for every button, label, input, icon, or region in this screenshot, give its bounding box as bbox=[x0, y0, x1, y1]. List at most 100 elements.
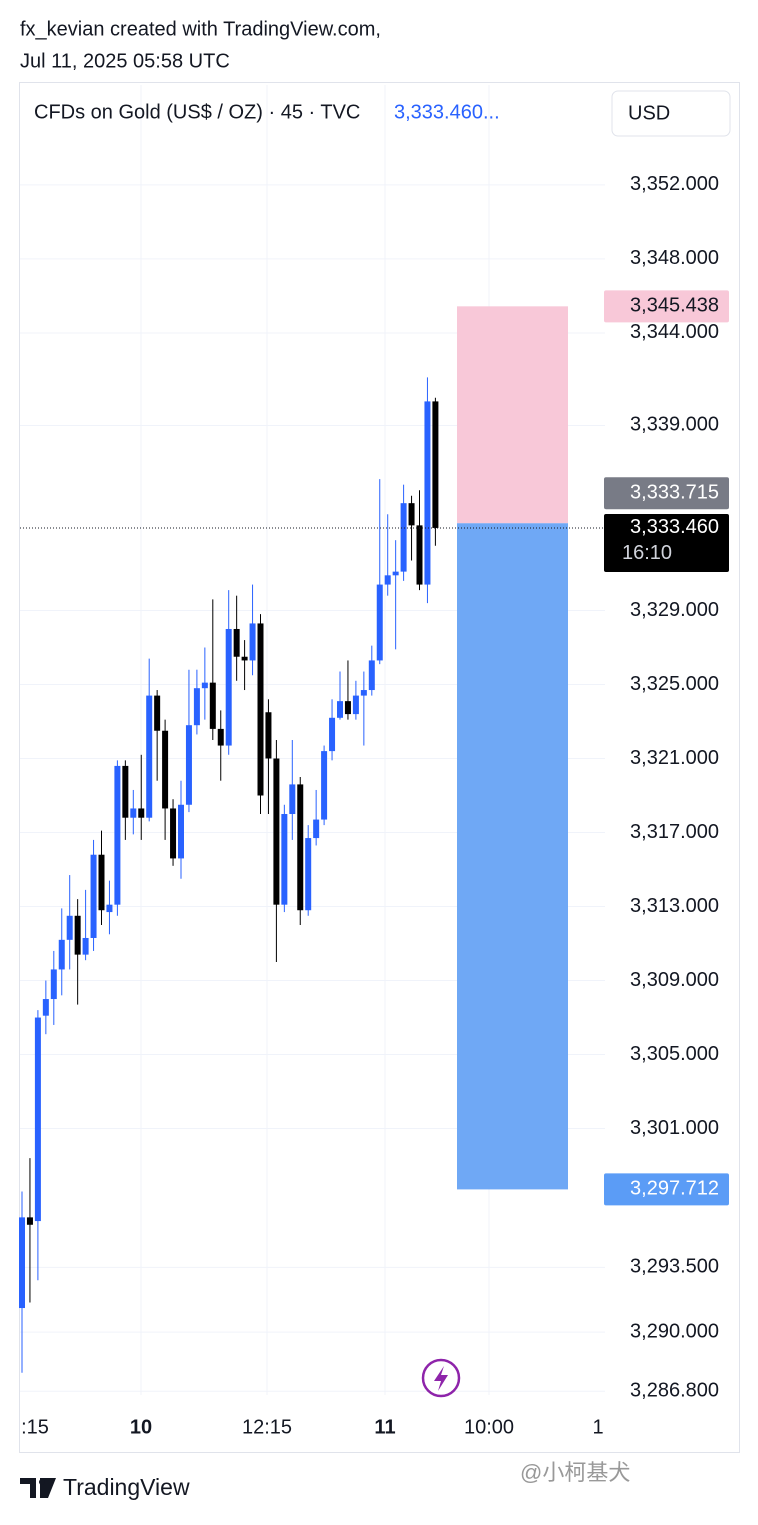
stop-tag: 3,345.438 bbox=[630, 295, 719, 317]
y-tick-label: 3,301.000 bbox=[630, 1117, 719, 1139]
candle-body bbox=[98, 854, 105, 911]
candle-body bbox=[376, 584, 383, 661]
x-tick-label: 10:00 bbox=[464, 1416, 514, 1438]
y-tick-label: 3,321.000 bbox=[630, 747, 719, 769]
logo-mark bbox=[20, 1478, 56, 1498]
candle-body bbox=[193, 688, 200, 726]
candle-body bbox=[170, 808, 177, 859]
candle-body bbox=[122, 765, 129, 818]
candle-body bbox=[273, 758, 280, 905]
candle-body bbox=[384, 575, 391, 585]
candle-body bbox=[90, 854, 97, 938]
target-tag: 3,297.712 bbox=[630, 1178, 719, 1200]
candle-body bbox=[233, 628, 240, 657]
target-tag-bg bbox=[604, 1173, 729, 1206]
candle-body bbox=[368, 660, 375, 691]
candle-body bbox=[74, 915, 81, 955]
candle-body bbox=[42, 999, 49, 1016]
logo-dot bbox=[39, 1479, 45, 1485]
candle-body bbox=[257, 623, 264, 796]
target-zone bbox=[457, 523, 568, 1190]
candle-body bbox=[19, 1217, 25, 1309]
y-tick-label: 3,325.000 bbox=[630, 673, 719, 695]
candle-body bbox=[337, 701, 343, 718]
footer-brand: TradingView bbox=[63, 1474, 190, 1500]
x-tick-label: :15 bbox=[21, 1416, 49, 1438]
timestamp: Jul 11, 2025 05:58 UTC bbox=[20, 50, 230, 72]
last-price-tag-bg bbox=[604, 513, 729, 572]
candle-body bbox=[297, 784, 304, 911]
last-price-tag: 3,333.460 bbox=[630, 516, 719, 538]
candle-body bbox=[66, 915, 73, 940]
chart-title: CFDs on Gold (US$ / OZ) · 45 · TVC bbox=[34, 101, 360, 123]
candle-body bbox=[162, 730, 169, 809]
candle-body bbox=[114, 765, 121, 905]
entry-tag: 3,333.715 bbox=[630, 482, 719, 504]
candle-body bbox=[185, 725, 192, 805]
candle-body bbox=[138, 808, 145, 818]
y-tick-label: 3,293.500 bbox=[630, 1256, 719, 1278]
stop-tag-bg bbox=[604, 290, 729, 323]
x-tick-label: 12:15 bbox=[242, 1416, 292, 1438]
y-tick-label: 3,339.000 bbox=[630, 414, 719, 436]
candle-body bbox=[34, 1017, 41, 1222]
candle-body bbox=[106, 904, 113, 913]
x-tick-label: 11 bbox=[374, 1416, 395, 1438]
entry-tag-bg bbox=[604, 477, 729, 510]
candle-body bbox=[289, 784, 296, 815]
candle-body bbox=[201, 682, 208, 689]
y-tick-label: 3,352.000 bbox=[630, 173, 719, 195]
y-tick-label: 3,290.000 bbox=[630, 1320, 719, 1342]
candle-body bbox=[58, 939, 65, 970]
candle-body bbox=[321, 751, 328, 820]
header-price: 3,333.460... bbox=[394, 101, 500, 123]
y-tick-label: 3,313.000 bbox=[630, 895, 719, 917]
candle-body bbox=[265, 712, 272, 759]
candle-body bbox=[154, 695, 161, 731]
candle-body bbox=[392, 571, 399, 576]
candle-body bbox=[225, 628, 232, 746]
stop-zone bbox=[457, 306, 568, 524]
y-tick-label: 3,309.000 bbox=[630, 969, 719, 991]
candle-body bbox=[146, 695, 153, 818]
watermark: @小柯基犬 bbox=[520, 1460, 630, 1485]
x-tick-label: 10 bbox=[130, 1416, 152, 1438]
attribution: fx_kevian created with TradingView.com, bbox=[20, 18, 381, 40]
candle-body bbox=[416, 525, 423, 585]
candle-body bbox=[305, 838, 312, 911]
candle-body bbox=[408, 503, 415, 526]
candle-body bbox=[432, 401, 439, 528]
currency-button[interactable] bbox=[611, 90, 731, 137]
logo bbox=[20, 1478, 56, 1498]
y-tick-label: 3,329.000 bbox=[630, 599, 719, 621]
candle-body bbox=[424, 401, 431, 585]
y-tick-label: 3,317.000 bbox=[630, 821, 719, 843]
candle-body bbox=[82, 937, 89, 955]
candle-body bbox=[178, 804, 184, 859]
candle-body bbox=[360, 690, 367, 696]
candle-body bbox=[313, 819, 320, 839]
y-tick-label: 3,348.000 bbox=[630, 247, 719, 269]
countdown: 16:10 bbox=[622, 542, 672, 564]
candle-body bbox=[217, 728, 224, 746]
candle-body bbox=[352, 695, 359, 715]
candle-body bbox=[249, 623, 256, 661]
x-tick-label: 1 bbox=[592, 1416, 603, 1438]
candle-body bbox=[209, 682, 216, 729]
candle-body bbox=[50, 969, 57, 1000]
candle-body bbox=[329, 717, 336, 752]
alert-bolt bbox=[434, 1366, 448, 1391]
chart-frame bbox=[19, 82, 740, 1453]
candle-body bbox=[130, 808, 137, 818]
candle-body bbox=[400, 503, 407, 572]
candle-body bbox=[344, 701, 351, 715]
y-tick-label: 3,305.000 bbox=[630, 1043, 719, 1065]
y-tick-label: 3,344.000 bbox=[630, 321, 719, 343]
currency: USD bbox=[628, 102, 670, 124]
candle-body bbox=[26, 1217, 33, 1225]
y-tick-label: 3,286.800 bbox=[630, 1380, 719, 1402]
candle-body bbox=[241, 656, 248, 661]
